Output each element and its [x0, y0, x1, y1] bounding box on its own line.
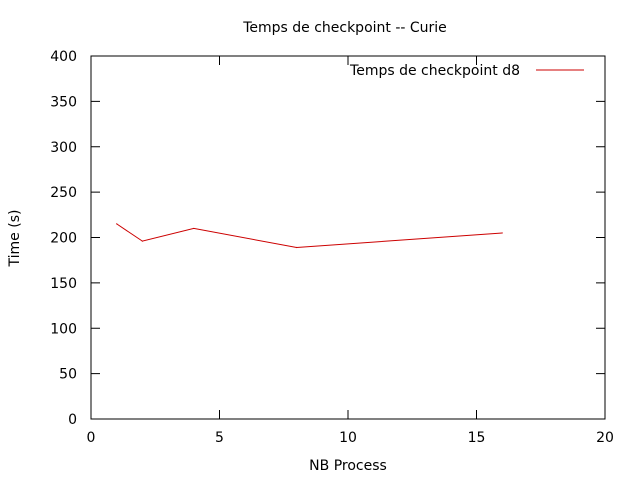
- y-axis-label: Time (s): [7, 210, 23, 268]
- x-tick-label: 15: [468, 430, 486, 446]
- y-tick-label: 50: [59, 367, 77, 383]
- legend: Temps de checkpoint d8: [349, 63, 584, 79]
- y-tick-label: 100: [50, 321, 77, 337]
- series-layer: [116, 223, 503, 249]
- series-line: [116, 223, 503, 248]
- y-axis: 0 50 100 150 200 250 300 350 400: [50, 49, 605, 428]
- x-tick-label: 20: [596, 430, 614, 446]
- data-point: [296, 246, 298, 249]
- x-tick-label: 10: [339, 430, 357, 446]
- legend-label: Temps de checkpoint d8: [349, 63, 520, 79]
- data-point: [116, 223, 118, 225]
- x-tick-label: 5: [215, 430, 224, 446]
- x-axis: 0 5 10 15 20: [87, 56, 614, 446]
- y-tick-label: 350: [50, 94, 77, 110]
- data-point: [193, 227, 195, 230]
- y-tick-label: 0: [68, 412, 77, 428]
- x-axis-label: NB Process: [309, 458, 387, 474]
- plot-area-frame: [90, 55, 606, 420]
- y-tick-label: 150: [50, 276, 77, 292]
- y-tick-label: 200: [50, 231, 77, 247]
- y-tick-label: 400: [50, 49, 77, 65]
- y-tick-label: 300: [50, 140, 77, 156]
- y-tick-label: 250: [50, 185, 77, 201]
- chart-title: Temps de checkpoint -- Curie: [242, 20, 447, 36]
- x-tick-label: 0: [87, 430, 96, 446]
- data-point: [501, 232, 503, 234]
- data-point: [141, 240, 143, 242]
